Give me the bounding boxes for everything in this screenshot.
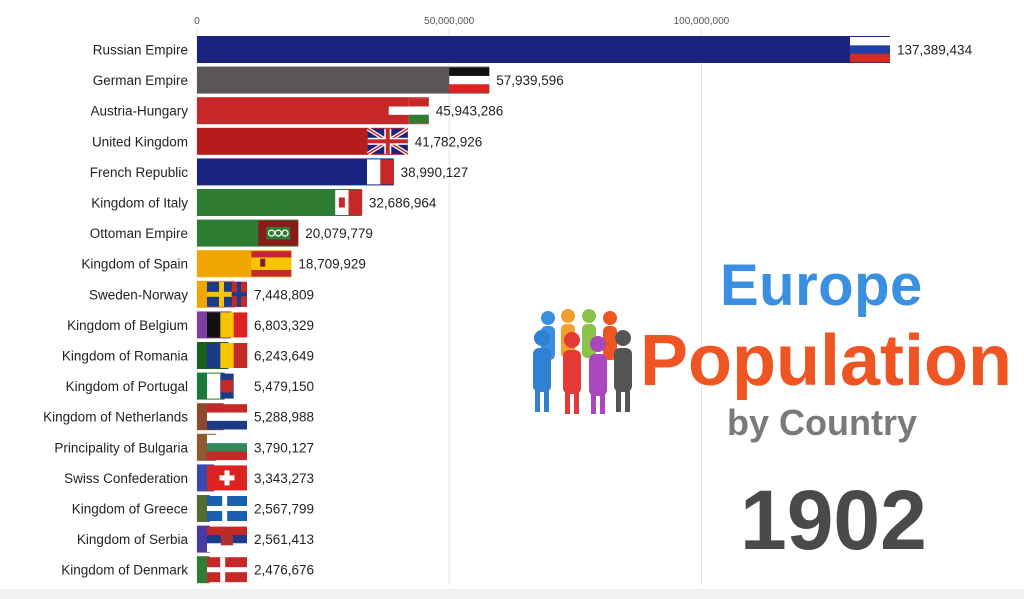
category-label: Kingdom of Netherlands xyxy=(43,410,188,425)
serbia-flag-icon xyxy=(207,526,247,552)
bars: Russian Empire 137,389,434 German Empire 57… xyxy=(43,36,973,584)
greece-flag-icon xyxy=(207,496,247,521)
russia-flag-icon xyxy=(850,37,890,63)
value-label: 6,803,329 xyxy=(254,318,314,333)
category-label: United Kingdom xyxy=(92,134,188,149)
category-label: German Empire xyxy=(93,73,188,88)
bar xyxy=(197,525,210,553)
category-label: Kingdom of Belgium xyxy=(67,318,188,333)
value-label: 3,343,273 xyxy=(254,471,314,486)
x-tick-label: 50,000,000 xyxy=(424,16,474,27)
category-label: Kingdom of Denmark xyxy=(61,563,188,578)
value-label: 18,709,929 xyxy=(298,257,366,272)
value-label: 38,990,127 xyxy=(401,165,469,180)
title-block: Europe Population by Country 1902 xyxy=(520,250,1020,590)
category-label: Principality of Bulgaria xyxy=(54,440,188,455)
german-empire-flag-icon xyxy=(449,67,490,93)
bar xyxy=(197,36,890,63)
sweden-norway-flag-icon xyxy=(207,281,247,307)
x-tick-label: 0 xyxy=(194,16,200,27)
bulgaria-flag-icon xyxy=(207,434,247,461)
portugal-flag-icon xyxy=(207,373,248,399)
category-label: Ottoman Empire xyxy=(90,226,188,241)
denmark-flag-icon xyxy=(207,557,247,583)
value-label: 2,561,413 xyxy=(254,532,314,547)
romania-flag-icon xyxy=(207,343,248,368)
value-label: 6,243,649 xyxy=(254,349,314,364)
value-label: 41,782,926 xyxy=(415,134,483,149)
category-label: Kingdom of Serbia xyxy=(77,532,189,547)
category-label: Kingdom of Italy xyxy=(91,196,188,211)
value-label: 3,790,127 xyxy=(254,440,314,455)
value-label: 5,288,988 xyxy=(254,410,314,425)
france-flag-icon xyxy=(353,159,394,185)
ottoman-flag-icon xyxy=(258,220,299,246)
x-axis-ticks: 0 50,000,000 100,000,000 xyxy=(194,16,729,27)
value-label: 137,389,434 xyxy=(897,43,973,58)
x-tick-label: 100,000,000 xyxy=(674,16,730,27)
netherlands-flag-icon xyxy=(207,404,247,430)
value-label: 45,943,286 xyxy=(436,104,504,119)
value-label: 2,476,676 xyxy=(254,563,314,578)
category-label: French Republic xyxy=(90,165,189,180)
switzerland-flag-icon xyxy=(207,465,247,491)
category-label: Kingdom of Spain xyxy=(81,257,188,272)
bar xyxy=(197,556,210,584)
uk-flag-icon xyxy=(366,127,409,156)
year-label: 1902 xyxy=(740,473,927,567)
value-label: 5,479,150 xyxy=(254,379,314,394)
bar xyxy=(197,66,490,94)
people-group-icon xyxy=(528,308,640,423)
value-label: 2,567,799 xyxy=(254,502,314,517)
category-label: Austria-Hungary xyxy=(90,104,188,119)
category-label: Kingdom of Romania xyxy=(62,349,189,364)
spain-flag-icon xyxy=(251,251,292,277)
category-label: Kingdom of Greece xyxy=(72,502,188,517)
title-line-3: by Country xyxy=(727,402,918,443)
austria-hungary-flag-icon xyxy=(388,98,429,124)
category-label: Kingdom of Portugal xyxy=(66,379,188,394)
category-label: Russian Empire xyxy=(93,43,188,58)
category-label: Swiss Confederation xyxy=(64,471,188,486)
title-line-1: Europe xyxy=(720,253,923,318)
value-label: 7,448,809 xyxy=(254,287,314,302)
italy-flag-icon xyxy=(321,190,363,215)
category-label: Sweden-Norway xyxy=(89,287,188,302)
title-line-2: Population xyxy=(640,321,1012,401)
bar xyxy=(197,495,210,522)
value-label: 32,686,964 xyxy=(369,196,437,211)
value-label: 20,079,779 xyxy=(305,226,373,241)
footer-strip xyxy=(0,589,1024,599)
value-label: 57,939,596 xyxy=(496,73,564,88)
belgium-flag-icon xyxy=(207,312,248,338)
